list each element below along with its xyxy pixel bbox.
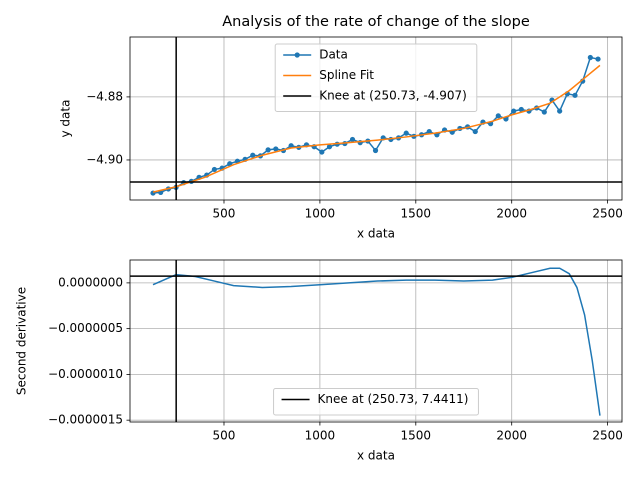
x-tick-label: 500 bbox=[213, 207, 236, 221]
data-point bbox=[265, 147, 271, 153]
data-point bbox=[557, 108, 563, 114]
legend-label: Spline Fit bbox=[319, 68, 374, 82]
data-point bbox=[472, 128, 478, 135]
x-tick-label: 500 bbox=[213, 429, 236, 443]
data-point bbox=[211, 166, 217, 173]
data-point bbox=[403, 130, 409, 136]
data-point bbox=[587, 54, 593, 61]
plot-area bbox=[130, 260, 622, 422]
data-point bbox=[250, 152, 256, 158]
legend-box bbox=[273, 388, 479, 416]
legend-label: Knee at (250.73, -4.907) bbox=[319, 89, 467, 103]
x-tick-label: 1500 bbox=[401, 207, 432, 221]
y-tick-label: 0.0000000 bbox=[58, 275, 123, 289]
series-line bbox=[152, 267, 601, 416]
x-tick-label: 2500 bbox=[592, 207, 623, 221]
legend-label: Knee at (250.73, 7.4411) bbox=[318, 392, 469, 406]
y-tick-label: −4.90 bbox=[86, 152, 123, 166]
x-tick-label: 1000 bbox=[305, 207, 336, 221]
chart-title: Analysis of the rate of change of the sl… bbox=[222, 14, 530, 30]
series-line bbox=[152, 64, 601, 193]
y-tick-label: −0.0000015 bbox=[48, 413, 123, 427]
x-tick-label: 1000 bbox=[305, 429, 336, 443]
y-tick-label: −0.0000010 bbox=[48, 367, 123, 381]
data-point bbox=[518, 106, 524, 113]
y-tick-label: −0.0000005 bbox=[48, 321, 123, 335]
data-point bbox=[595, 56, 601, 62]
x-axis-label: x data bbox=[357, 449, 395, 463]
y-axis-label: y data bbox=[59, 100, 73, 138]
data-point bbox=[572, 92, 578, 98]
x-axis-label: x data bbox=[357, 227, 395, 241]
data-point bbox=[372, 147, 379, 154]
data-point bbox=[319, 149, 325, 155]
data-point bbox=[273, 146, 279, 152]
x-tick-label: 1500 bbox=[401, 429, 432, 443]
axes-frame bbox=[129, 36, 623, 201]
data-point bbox=[288, 143, 294, 149]
legend-label: Data bbox=[319, 48, 348, 62]
data-point bbox=[426, 128, 432, 135]
legend: Knee at (250.73, 7.4411) bbox=[273, 388, 479, 416]
y-axis-label: Second derivative bbox=[15, 287, 29, 395]
x-tick-label: 2000 bbox=[496, 429, 527, 443]
data-point bbox=[495, 113, 501, 119]
data-point bbox=[511, 108, 517, 114]
x-tick-label: 2500 bbox=[592, 429, 623, 443]
plot-area bbox=[130, 37, 622, 200]
legend-marker bbox=[294, 52, 300, 58]
legend-box bbox=[274, 43, 478, 112]
y-tick-label: −4.88 bbox=[86, 89, 123, 103]
legend: Data Spline Fit Knee at (250.73, -4.907) bbox=[274, 43, 478, 112]
data-point bbox=[349, 136, 356, 143]
data-point bbox=[326, 144, 333, 150]
axes-frame bbox=[129, 259, 623, 423]
x-tick-label: 2000 bbox=[496, 207, 527, 221]
data-point bbox=[541, 109, 547, 115]
